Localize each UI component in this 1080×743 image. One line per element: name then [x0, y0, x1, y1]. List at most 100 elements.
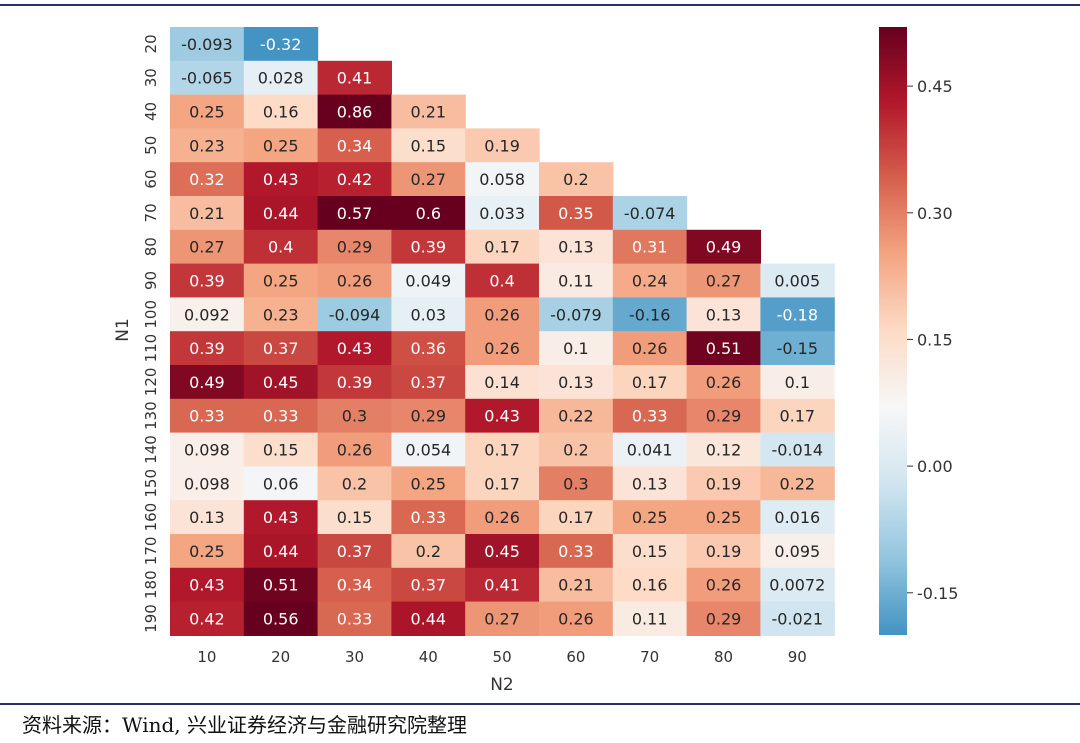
- cell-value-label: 0.17: [779, 407, 815, 426]
- heatmap-cell: [243, 534, 319, 569]
- cell-value-label: 0.25: [189, 542, 225, 561]
- heatmap-cell: [170, 162, 245, 197]
- cell-value-label: 0.27: [706, 272, 742, 291]
- x-tick-label: 40: [419, 648, 438, 666]
- heatmap-cell: [243, 196, 319, 231]
- heatmap-cell: [243, 297, 319, 332]
- cell-value-label: 0.26: [706, 576, 742, 595]
- cell-value-label: 0.005: [774, 272, 820, 291]
- cell-value-label: 0.29: [706, 610, 742, 629]
- cell-value-label: 0.14: [484, 373, 520, 392]
- heatmap-cell: [317, 567, 392, 603]
- colorbar-ticks: -0.15 0.00 0.15 0.30 0.45: [907, 77, 958, 603]
- cell-value-label: 0.17: [484, 441, 520, 460]
- heatmap-cell: [612, 534, 688, 569]
- cell-value-label: 0.6: [416, 204, 441, 223]
- cell-value-label: 0.33: [558, 542, 594, 561]
- heatmap-cell: [760, 466, 835, 501]
- cell-value-label: 0.028: [258, 69, 304, 88]
- heatmap-cell: [465, 432, 540, 467]
- heatmap-cell: [391, 229, 466, 265]
- source-note: 资料来源：Wind, 兴业证券经济与金融研究院整理: [22, 713, 467, 737]
- heatmap-cell: [170, 263, 245, 298]
- cell-value-label: 0.86: [337, 103, 373, 122]
- heatmap-cell: [317, 128, 392, 163]
- cell-value-label: 0.26: [632, 339, 668, 358]
- cell-value-label: 0.33: [189, 407, 225, 426]
- heatmap-cell: [465, 365, 540, 400]
- heatmap-cell: [391, 567, 466, 603]
- heatmap-cell: [465, 331, 540, 366]
- heatmap-cell: [612, 500, 688, 535]
- heatmap-cell: [539, 534, 614, 569]
- cell-value-label: 0.39: [410, 238, 446, 257]
- cell-value-label: -0.094: [329, 305, 381, 324]
- cell-value-label: 0.29: [410, 407, 446, 426]
- heatmap-cell: [317, 196, 392, 231]
- x-tick-label: 50: [493, 648, 512, 666]
- heatmap-cell: [539, 567, 614, 603]
- cell-value-label: 0.26: [484, 305, 520, 324]
- heatmap-cell: [539, 196, 614, 231]
- heatmap-cell: [317, 60, 392, 96]
- heatmap-cell: [391, 466, 466, 501]
- cell-value-label: 0.4: [489, 272, 514, 291]
- cell-value-label: 0.43: [337, 339, 373, 358]
- cell-value-label: -0.32: [260, 35, 301, 54]
- heatmap-cell: [391, 162, 466, 197]
- heatmap-cell: [243, 229, 319, 265]
- cell-value-label: 0.43: [189, 576, 225, 595]
- heatmap-cell: [465, 466, 540, 501]
- cell-value-label: 0.35: [558, 204, 594, 223]
- heatmap-cell: [686, 432, 761, 467]
- cell-value-label: 0.37: [410, 373, 446, 392]
- cell-value-label: 0.27: [410, 170, 446, 189]
- x-tick-label: 20: [271, 648, 290, 666]
- heatmap-cell: [170, 365, 245, 400]
- cell-value-label: -0.093: [181, 35, 233, 54]
- cell-value-label: 0.049: [405, 272, 451, 291]
- heatmap-cell: [539, 500, 614, 535]
- x-tick-label: 90: [788, 648, 807, 666]
- heatmap-cell: [243, 27, 319, 62]
- cell-value-label: 0.49: [706, 238, 742, 257]
- cell-value-label: 0.33: [410, 508, 446, 527]
- cell-value-label: 0.23: [189, 136, 225, 155]
- cell-value-label: 0.1: [785, 373, 810, 392]
- heatmap-cell: [170, 534, 245, 569]
- cell-value-label: 0.41: [337, 69, 373, 88]
- heatmap-cell: [170, 567, 245, 603]
- cell-value-label: 0.39: [337, 373, 373, 392]
- cell-value-label: 0.17: [484, 238, 520, 257]
- cell-value-label: 0.49: [189, 373, 225, 392]
- cell-value-label: 0.32: [189, 170, 225, 189]
- cell-value-label: 0.26: [558, 610, 594, 629]
- heatmap-cells: -0.093 -0.32 -0.065 0.028 0.41 0.25 0.16 0.86 0.…: [170, 27, 835, 636]
- y-tick-label: 150: [142, 469, 160, 498]
- heatmap-cell: [612, 398, 688, 434]
- y-tick-label: 190: [142, 604, 160, 633]
- x-tick-label: 60: [566, 648, 585, 666]
- heatmap-cell: [686, 601, 761, 636]
- cell-value-label: 0.26: [484, 508, 520, 527]
- heatmap-cell: [612, 601, 688, 636]
- heatmap-cell: [539, 162, 614, 197]
- cell-value-label: 0.22: [779, 474, 815, 493]
- heatmap-cell: [465, 534, 540, 569]
- heatmap-cell: [170, 331, 245, 366]
- heatmap-cell: [317, 331, 392, 366]
- heatmap-cell: [317, 229, 392, 265]
- heatmap-cell: [465, 263, 540, 298]
- cell-value-label: 0.25: [410, 474, 446, 493]
- cell-value-label: 0.03: [410, 305, 446, 324]
- y-tick-label: 170: [142, 537, 160, 566]
- cell-value-label: 0.56: [263, 610, 299, 629]
- cell-value-label: 0.39: [189, 272, 225, 291]
- heatmap-cell: [760, 601, 835, 636]
- heatmap-cell: [465, 500, 540, 535]
- cell-value-label: 0.25: [263, 272, 299, 291]
- y-tick-label: 110: [142, 334, 160, 363]
- heatmap-cell: [539, 466, 614, 501]
- x-tick-labels: 10 20 30 40 50 60 70 80 90: [197, 648, 806, 666]
- colorbar-tick-label: 0.45: [917, 77, 953, 96]
